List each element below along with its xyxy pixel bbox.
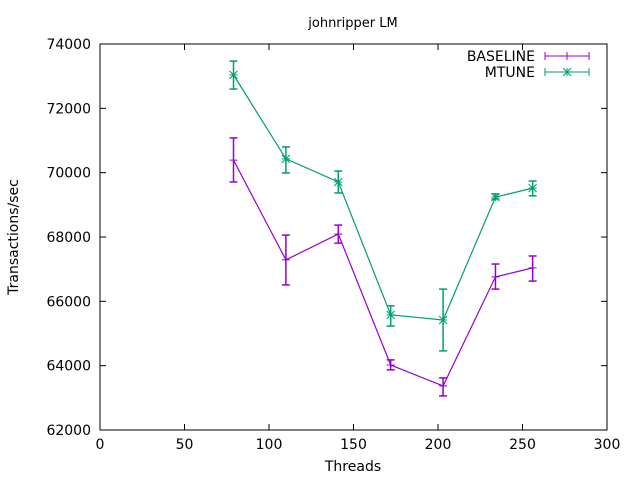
plot-frame bbox=[99, 43, 608, 431]
x-tick-label: 200 bbox=[425, 437, 452, 453]
y-tick-label: 62000 bbox=[46, 423, 91, 439]
data-point bbox=[438, 315, 448, 325]
y-tick-label: 74000 bbox=[46, 37, 91, 53]
y-axis-label: Transactions/sec bbox=[6, 179, 22, 296]
data-point bbox=[386, 310, 396, 320]
series-mtune bbox=[229, 60, 537, 352]
series-line bbox=[233, 74, 533, 321]
y-tick-label: 66000 bbox=[46, 294, 91, 310]
x-tick-label: 250 bbox=[509, 437, 536, 453]
data-point bbox=[281, 154, 291, 164]
x-axis-label: Threads bbox=[324, 459, 381, 475]
series-line bbox=[232, 159, 533, 387]
data-point bbox=[333, 177, 343, 187]
x-tick-label: 300 bbox=[594, 437, 621, 453]
legend-label: BASELINE bbox=[467, 49, 535, 65]
x-tick-label: 150 bbox=[340, 437, 367, 453]
x-tick-label: 0 bbox=[96, 437, 105, 453]
chart-title: johnripper LM bbox=[307, 16, 397, 31]
x-tick-label: 50 bbox=[176, 437, 194, 453]
data-point bbox=[491, 192, 500, 202]
y-tick-label: 68000 bbox=[46, 230, 91, 246]
y-tick-label: 72000 bbox=[46, 101, 91, 117]
y-tick-label: 64000 bbox=[46, 359, 91, 375]
data-point bbox=[229, 70, 238, 80]
data-point bbox=[528, 183, 537, 193]
series-baseline bbox=[229, 137, 537, 397]
y-tick-label: 70000 bbox=[46, 166, 91, 182]
legend-marker bbox=[562, 67, 572, 77]
x-tick-label: 100 bbox=[256, 437, 283, 453]
legend-label: MTUNE bbox=[485, 65, 535, 81]
